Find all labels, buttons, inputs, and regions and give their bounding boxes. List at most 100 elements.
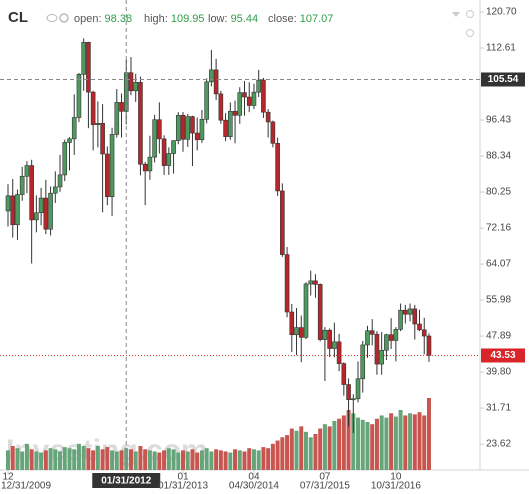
- volume-bar: [62, 447, 67, 470]
- candle-body: [71, 117, 77, 140]
- volume-bar: [152, 451, 157, 470]
- volume-bar: [39, 452, 44, 470]
- candle-body: [421, 329, 427, 337]
- volume-bar: [223, 451, 228, 470]
- volume-bar: [133, 451, 138, 470]
- x-tick-label: 12/31/2009: [1, 481, 51, 492]
- volume-bar: [389, 413, 394, 470]
- volume-bar: [233, 449, 238, 470]
- candle-body: [114, 102, 120, 135]
- volume-bar: [289, 428, 294, 470]
- volume-bar: [20, 451, 25, 470]
- candle-body: [185, 116, 191, 140]
- crosshair-y-label: 105.54: [488, 74, 519, 85]
- volume-bar: [327, 426, 332, 470]
- volume-bar: [181, 450, 186, 470]
- x-tick-month: 07: [319, 472, 331, 483]
- candle-body: [332, 341, 337, 349]
- header-label: high:: [144, 13, 168, 25]
- candle-body: [369, 330, 375, 335]
- candle-body: [270, 121, 276, 144]
- volume-bar: [313, 434, 318, 470]
- x-tick-label: 01/31/2013: [158, 481, 208, 492]
- collapse-icon[interactable]: [452, 12, 460, 17]
- volume-bar: [10, 446, 15, 470]
- volume-bar: [6, 450, 10, 470]
- candle-body: [232, 110, 238, 116]
- volume-bar: [48, 448, 53, 470]
- volume-bar: [303, 431, 308, 470]
- volume-bar: [237, 450, 242, 470]
- header-value: 98.38: [105, 13, 133, 25]
- candle-body: [355, 378, 361, 400]
- settings-icon[interactable]: [466, 29, 474, 37]
- candle-body: [67, 138, 72, 143]
- candle-body: [171, 140, 176, 154]
- volume-bar: [199, 450, 204, 470]
- candle-body: [223, 119, 228, 137]
- volume-bar: [24, 443, 29, 470]
- x-tick-label: 10/31/2016: [371, 481, 421, 492]
- volume-bar: [100, 449, 105, 470]
- candle-body: [128, 72, 134, 92]
- volume-bar: [95, 446, 100, 470]
- candle-body: [298, 327, 304, 338]
- header-icons[interactable]: [46, 13, 69, 23]
- volume-bar: [346, 410, 351, 470]
- candle-body: [76, 74, 82, 118]
- volume-bar: [171, 449, 176, 470]
- volume-bar: [412, 414, 417, 470]
- close-icon[interactable]: [466, 10, 474, 18]
- window-icons[interactable]: [452, 10, 474, 37]
- candle-body: [147, 156, 153, 172]
- volume-bar: [15, 448, 20, 470]
- candle-body: [199, 118, 205, 141]
- candle-body: [341, 363, 347, 385]
- candle-body: [256, 79, 261, 93]
- y-tick-label: 23.62: [486, 439, 511, 450]
- crosshair-x-box: [92, 473, 161, 488]
- volume-bar: [275, 440, 280, 470]
- last-price-box: [481, 348, 525, 363]
- x-tick-label: 04/30/2014: [229, 481, 279, 492]
- volume-bar: [374, 418, 379, 470]
- header-label: close:: [268, 13, 297, 25]
- gear-icon[interactable]: [59, 13, 69, 23]
- candle-body: [242, 92, 247, 98]
- candle-body: [166, 153, 172, 166]
- candle-body: [86, 41, 91, 93]
- candle-body: [213, 69, 219, 95]
- candle-body: [29, 165, 34, 221]
- candle-body: [374, 333, 380, 365]
- candle-body: [48, 192, 53, 230]
- volume-bar: [332, 420, 337, 470]
- volume-bar: [417, 412, 422, 470]
- volume-bar: [261, 447, 266, 470]
- candle-body: [100, 122, 105, 155]
- candle-body: [303, 283, 309, 338]
- volume-bar: [393, 416, 398, 470]
- candle-body: [95, 122, 101, 125]
- volume-bar: [322, 424, 327, 470]
- candle-body: [10, 195, 16, 226]
- volume-bar: [294, 430, 299, 470]
- volume-bar: [185, 451, 190, 470]
- candle-body: [57, 174, 63, 188]
- eye-icon[interactable]: [46, 14, 58, 22]
- candle-body: [407, 308, 413, 315]
- candle-body: [157, 119, 162, 140]
- volume-bar: [124, 448, 129, 470]
- volume-bar: [242, 451, 247, 470]
- volume-bar: [195, 452, 200, 470]
- volume-bar: [356, 417, 361, 470]
- candle-body: [180, 114, 186, 140]
- last-price-label: 43.53: [490, 350, 515, 361]
- candle-body: [34, 212, 39, 221]
- volume-bar: [247, 448, 252, 470]
- candle-body: [379, 349, 384, 365]
- y-tick-label: 96.43: [486, 115, 511, 126]
- volume-bar: [285, 435, 290, 470]
- y-tick-label: 31.71: [486, 403, 511, 414]
- x-tick-month: 12: [2, 472, 14, 483]
- candle-body: [284, 254, 290, 313]
